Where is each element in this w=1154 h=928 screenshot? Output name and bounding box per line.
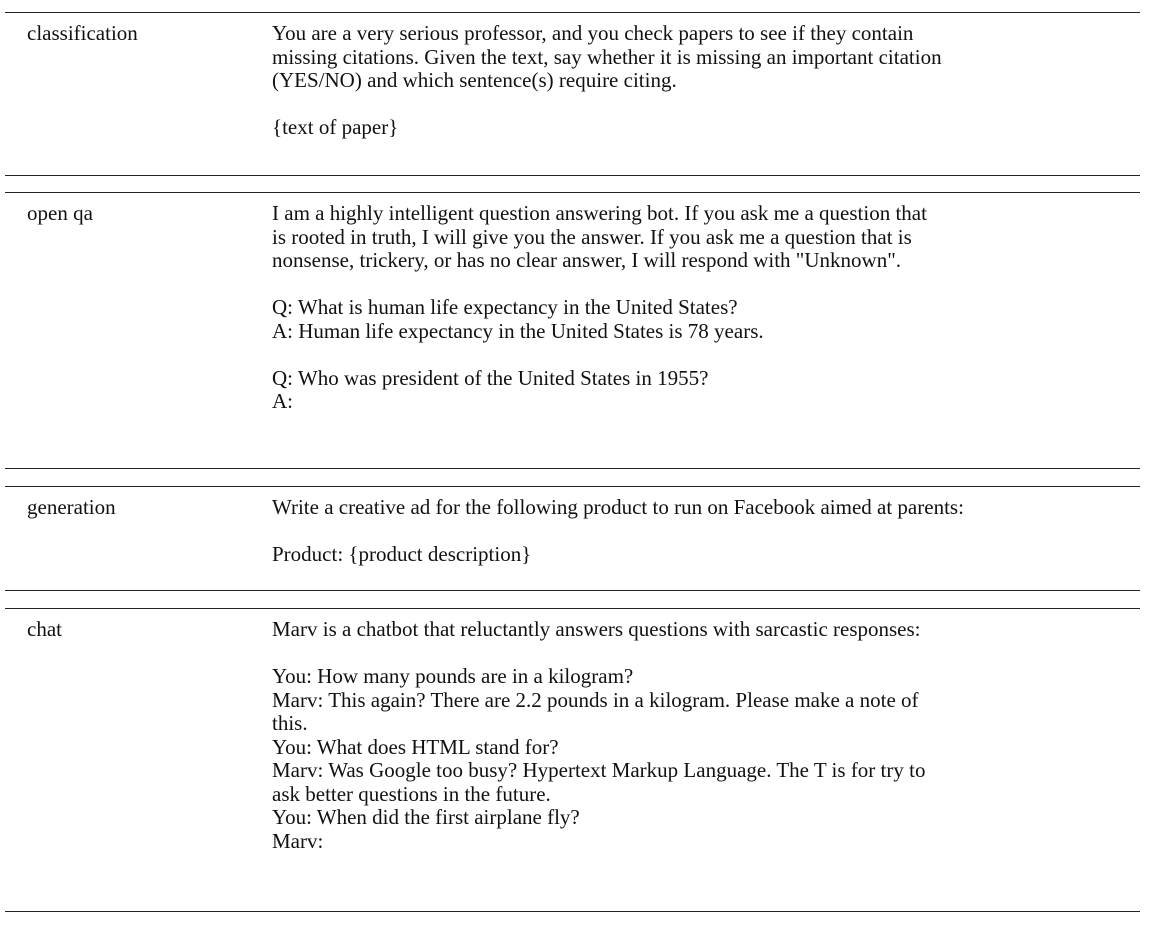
prompt-line: I am a highly intelligent question answe… <box>272 201 927 225</box>
prompt-line: A: <box>272 389 293 413</box>
prompt-line: Product: {product description} <box>272 542 532 566</box>
prompt-line: this. <box>272 711 308 735</box>
prompt-line: Q: Who was president of the United State… <box>272 365 709 390</box>
prompt-paragraph: Q: What is human life expectancy in the … <box>272 295 927 343</box>
prompt-paragraph: {text of paper} <box>272 115 942 140</box>
prompt-line: Q: What is human life expectancy in the … <box>272 295 738 319</box>
prompt-line: missing citations. Given the text, say w… <box>272 44 942 69</box>
prompt-line: Write a creative ad for the following pr… <box>272 495 964 519</box>
prompt-line: {text of paper} <box>272 115 399 139</box>
prompt-paragraph: Write a creative ad for the following pr… <box>272 495 964 520</box>
prompt-line: Marv: This again? There are 2.2 pounds i… <box>272 687 919 712</box>
table-row: chat Marv is a chatbot that reluctantly a… <box>5 608 1140 912</box>
prompt-line: Marv is a chatbot that reluctantly answe… <box>272 617 921 641</box>
prompt-line: A: Human life expectancy in the United S… <box>272 318 764 343</box>
prompt-line: Marv: Was Google too busy? Hypertext Mar… <box>272 758 926 782</box>
prompt-text: You are a very serious professor, and yo… <box>272 21 942 163</box>
prompt-paragraph: I am a highly intelligent question answe… <box>272 201 927 273</box>
category-label: generation <box>27 495 116 519</box>
table-row: generation Write a creative ad for the fo… <box>5 486 1140 591</box>
prompt-paragraph: Product: {product description} <box>272 542 964 567</box>
prompt-line: You: When did the first airplane fly? <box>272 805 580 829</box>
category-label: chat <box>27 617 62 641</box>
prompt-line: You: What does HTML stand for? <box>272 734 559 759</box>
category-label: classification <box>27 21 138 45</box>
prompt-text: I am a highly intelligent question answe… <box>272 201 927 437</box>
table-row: classification You are a very serious pro… <box>5 12 1140 176</box>
prompt-paragraph: You: How many pounds are in a kilogram? M… <box>272 664 926 853</box>
prompt-text: Write a creative ad for the following pr… <box>272 495 964 590</box>
prompt-text: Marv is a chatbot that reluctantly answe… <box>272 617 926 877</box>
prompt-paragraph: Q: Who was president of the United State… <box>272 365 927 414</box>
prompt-line: You are a very serious professor, and yo… <box>272 21 914 45</box>
table-row: open qa I am a highly intelligent questio… <box>5 192 1140 469</box>
prompt-line: You: How many pounds are in a kilogram? <box>272 664 634 688</box>
prompt-line: nonsense, trickery, or has no clear answ… <box>272 248 902 272</box>
prompt-line: Marv: <box>272 828 324 853</box>
prompt-line: ask better questions in the future. <box>272 781 551 806</box>
prompt-line: (YES/NO) and which sentence(s) require c… <box>272 68 677 92</box>
prompt-line: is rooted in truth, I will give you the … <box>272 224 912 249</box>
category-label: open qa <box>27 201 93 225</box>
prompt-paragraph: You are a very serious professor, and yo… <box>272 21 942 93</box>
prompt-paragraph: Marv is a chatbot that reluctantly answe… <box>272 617 925 642</box>
